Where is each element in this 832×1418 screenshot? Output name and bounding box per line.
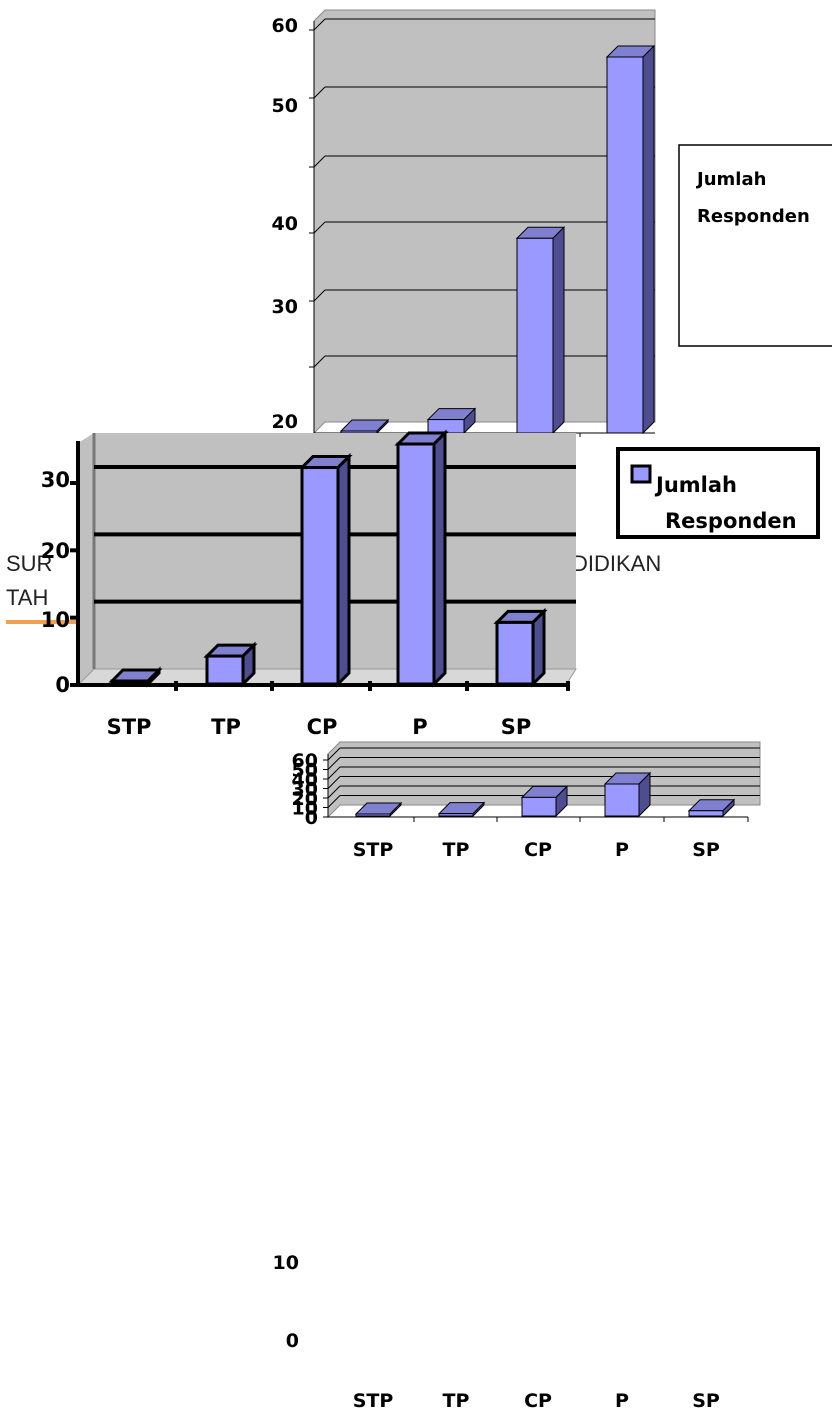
y-tick-label: 20 xyxy=(41,539,70,563)
bar-front xyxy=(605,784,639,816)
legend-label-line1: Jumlah xyxy=(695,169,766,190)
y-tick-label: 30 xyxy=(272,296,298,318)
y-tick-label: 20 xyxy=(272,411,298,433)
y-tick-label: 10 xyxy=(41,608,70,632)
bar-front xyxy=(356,814,390,816)
y-tick-label: 0 xyxy=(55,673,70,697)
x-tick-label: TP xyxy=(443,839,470,861)
bar-front xyxy=(497,622,533,684)
bar-front xyxy=(398,444,434,684)
bar xyxy=(497,611,544,684)
y-tick-label: 0 xyxy=(286,1330,299,1352)
x-tick-label: P xyxy=(412,715,427,739)
x-tick-label: TP xyxy=(211,715,241,739)
bar xyxy=(398,433,445,684)
x-tick-label: CP xyxy=(524,839,552,861)
x-tick-label: P xyxy=(615,839,629,861)
bar-front xyxy=(302,468,338,684)
bar xyxy=(428,409,475,433)
y-tick-label: 50 xyxy=(272,95,298,117)
x-tick-label: SP xyxy=(501,715,532,739)
bar-front xyxy=(689,811,723,816)
bar xyxy=(607,46,654,433)
legend-label-line2: Responden xyxy=(665,509,797,533)
bar-front xyxy=(439,814,473,816)
bar-side xyxy=(533,611,544,684)
bar xyxy=(517,227,564,433)
bar xyxy=(302,457,349,684)
bar-front xyxy=(207,656,243,684)
y-tick-label: 60 xyxy=(272,15,298,37)
x-tick-label: TP xyxy=(443,1390,470,1412)
bar-front xyxy=(607,57,643,433)
y-tick-label: 40 xyxy=(272,213,298,235)
bar xyxy=(605,773,650,816)
bg-text-didikan: DIDIKAN xyxy=(572,551,661,576)
chart-top: 60 50 40 30 20 xyxy=(272,10,655,437)
bar-side xyxy=(434,433,445,684)
x-tick-label: STP xyxy=(353,1390,394,1412)
bg-text-tah: TAH xyxy=(6,585,48,610)
y-tick-label: 10 xyxy=(273,1252,299,1274)
chart-middle: 0 10 20 30 STP TP CP P SP xyxy=(41,433,576,739)
x-tick-label: STP xyxy=(107,715,152,739)
x-tick-label: CP xyxy=(307,715,338,739)
bar-side xyxy=(643,46,654,433)
legend-label-line2: Responden xyxy=(697,206,810,227)
legend-middle: Jumlah Responden xyxy=(618,449,818,537)
legend-label-line1: Jumlah xyxy=(654,473,737,497)
x-tick-label: CP xyxy=(524,1390,552,1412)
y-tick-label: 60 xyxy=(292,750,318,772)
legend-swatch xyxy=(632,466,650,482)
x-tick-label: P xyxy=(615,1390,629,1412)
chart-bottom: 0 10 STP TP CP P SP xyxy=(273,1252,720,1412)
legend-top: Jumlah Responden xyxy=(679,145,832,346)
x-tick-label: STP xyxy=(353,839,394,861)
bar xyxy=(112,670,159,684)
bar-front xyxy=(517,238,553,433)
bar xyxy=(522,786,567,816)
bar-front xyxy=(522,797,556,816)
bar-side xyxy=(338,457,349,684)
y-tick-label: 30 xyxy=(41,468,70,492)
x-tick-label: SP xyxy=(692,1390,720,1412)
x-tick-label: SP xyxy=(692,839,720,861)
bar xyxy=(207,645,254,684)
bar-side xyxy=(553,227,564,433)
